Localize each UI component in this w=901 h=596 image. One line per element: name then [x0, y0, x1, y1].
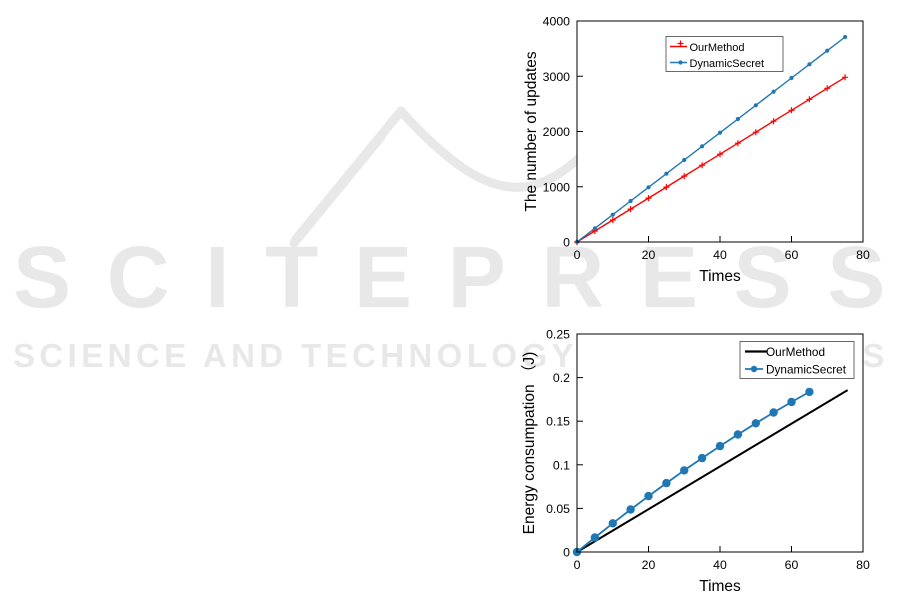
svg-text:80: 80 — [856, 248, 870, 262]
svg-text:DynamicSecret: DynamicSecret — [766, 362, 847, 376]
svg-text:DynamicSecret: DynamicSecret — [690, 58, 765, 70]
svg-text:0: 0 — [563, 546, 570, 560]
svg-text:0.15: 0.15 — [546, 415, 570, 429]
svg-text:20: 20 — [642, 248, 656, 262]
svg-text:0.05: 0.05 — [546, 502, 570, 516]
svg-text:40: 40 — [713, 248, 727, 262]
svg-text:0.1: 0.1 — [553, 458, 570, 472]
svg-text:80: 80 — [856, 558, 870, 572]
svg-text:OurMethod: OurMethod — [766, 345, 825, 359]
svg-text:4000: 4000 — [543, 15, 571, 29]
svg-text:Energy consumpation （J): Energy consumpation （J) — [521, 352, 538, 535]
svg-text:0: 0 — [563, 236, 570, 250]
svg-text:0: 0 — [574, 248, 581, 262]
svg-text:0.25: 0.25 — [546, 328, 570, 342]
svg-text:0.2: 0.2 — [553, 371, 570, 385]
svg-text:2000: 2000 — [543, 125, 571, 139]
svg-text:60: 60 — [785, 248, 799, 262]
svg-text:3000: 3000 — [543, 70, 571, 84]
svg-text:40: 40 — [713, 558, 727, 572]
svg-text:20: 20 — [642, 558, 656, 572]
svg-text:OurMethod: OurMethod — [690, 42, 745, 54]
svg-text:0: 0 — [574, 558, 581, 572]
svg-text:1000: 1000 — [543, 180, 571, 194]
svg-text:Times: Times — [699, 268, 741, 285]
svg-text:Times: Times — [699, 578, 741, 595]
svg-text:60: 60 — [785, 558, 799, 572]
svg-text:The number of updates: The number of updates — [523, 51, 540, 212]
